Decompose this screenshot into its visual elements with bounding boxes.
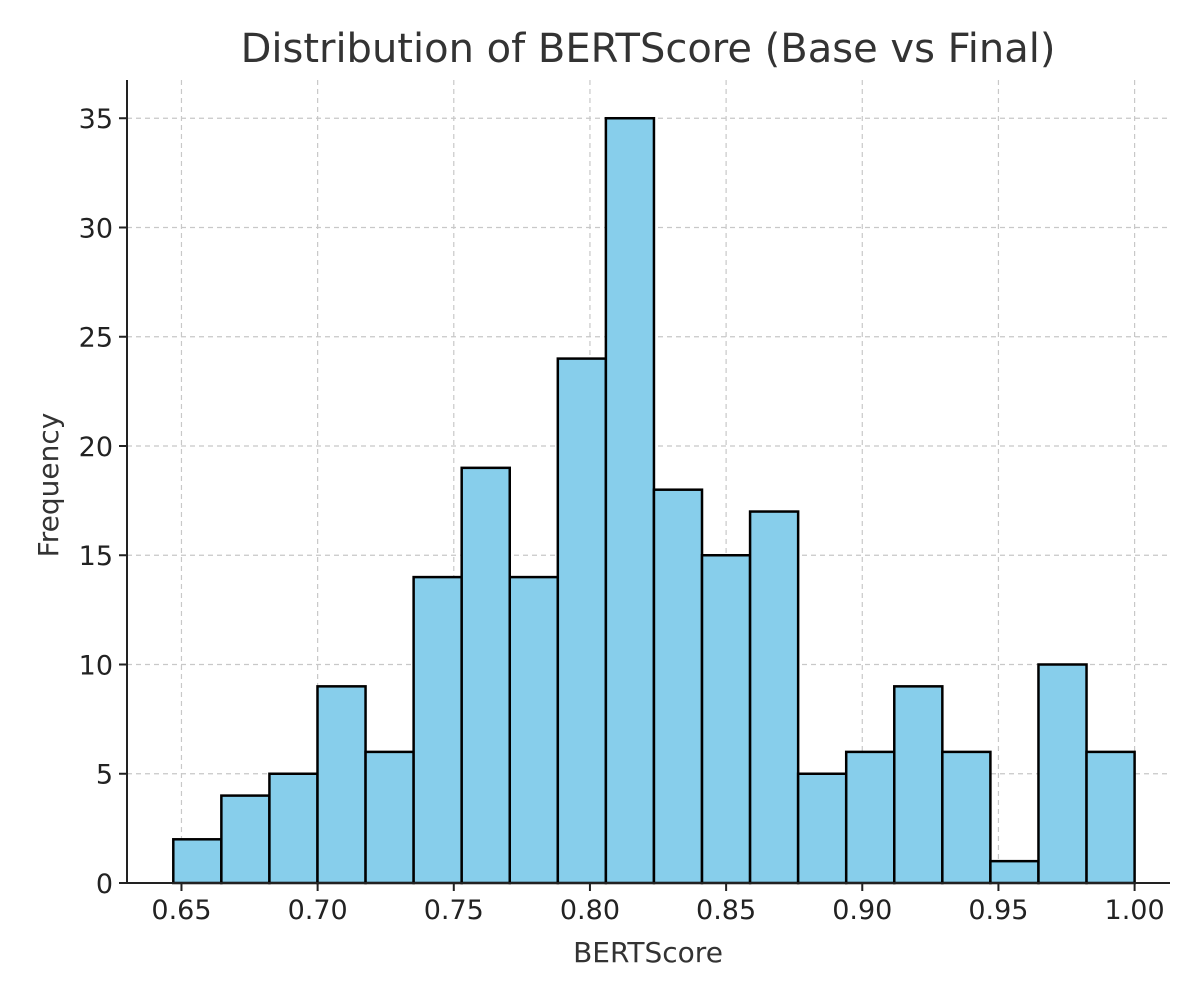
histogram-bar-18 [1037,663,1088,885]
x-tick-label-7: 1.00 [1105,895,1165,926]
histogram-bar-19 [1085,750,1136,885]
axes [126,80,1170,884]
histogram-bar-7 [508,575,560,885]
y-tick-label-7: 35 [79,104,113,135]
y-tick-label-4: 20 [79,432,113,463]
x-tick-label-0: 0.65 [151,895,211,926]
histogram-bar-16 [941,750,992,885]
histogram-bar-15 [893,685,944,885]
histogram-bar-9 [604,116,656,885]
x-tick-label-4: 0.85 [696,895,756,926]
x-tick-label-1: 0.70 [288,895,348,926]
y-tick-label-2: 10 [79,650,113,681]
histogram-bar-1 [220,794,271,885]
y-tick-label-6: 30 [79,213,113,244]
histogram-bar-6 [460,466,512,885]
y-tick-label-5: 25 [79,323,113,354]
histogram-bar-12 [748,510,800,885]
histogram-bar-17 [989,859,1040,885]
histogram-bar-2 [268,772,319,885]
x-axis-ticks: 0.65 0.70 0.75 0.80 0.85 0.90 0.95 1.00 [151,883,1165,926]
histogram-bar-8 [556,357,608,885]
x-tick-label-2: 0.75 [424,895,484,926]
histogram-bar-0 [172,838,223,885]
y-tick-label-0: 0 [96,869,113,900]
histogram-bar-14 [844,750,896,885]
x-axis-label: BERTScore [573,936,723,969]
y-tick-label-1: 5 [96,760,113,791]
histogram-bars [172,116,1136,885]
y-axis-label: Frequency [32,413,65,558]
y-axis-ticks: 0 5 10 15 20 25 30 35 [79,104,127,900]
chart-title: Distribution of BERTScore (Base vs Final… [241,26,1056,72]
x-tick-label-6: 0.95 [968,895,1028,926]
x-tick-label-5: 0.90 [832,895,892,926]
y-tick-label-3: 15 [79,541,113,572]
histogram-bar-10 [652,488,704,885]
x-tick-label-3: 0.80 [560,895,620,926]
histogram-bar-11 [700,553,752,885]
histogram-bar-3 [316,685,367,885]
histogram-bar-4 [364,750,415,885]
histogram-bar-5 [412,575,463,885]
histogram-bar-13 [796,772,848,885]
